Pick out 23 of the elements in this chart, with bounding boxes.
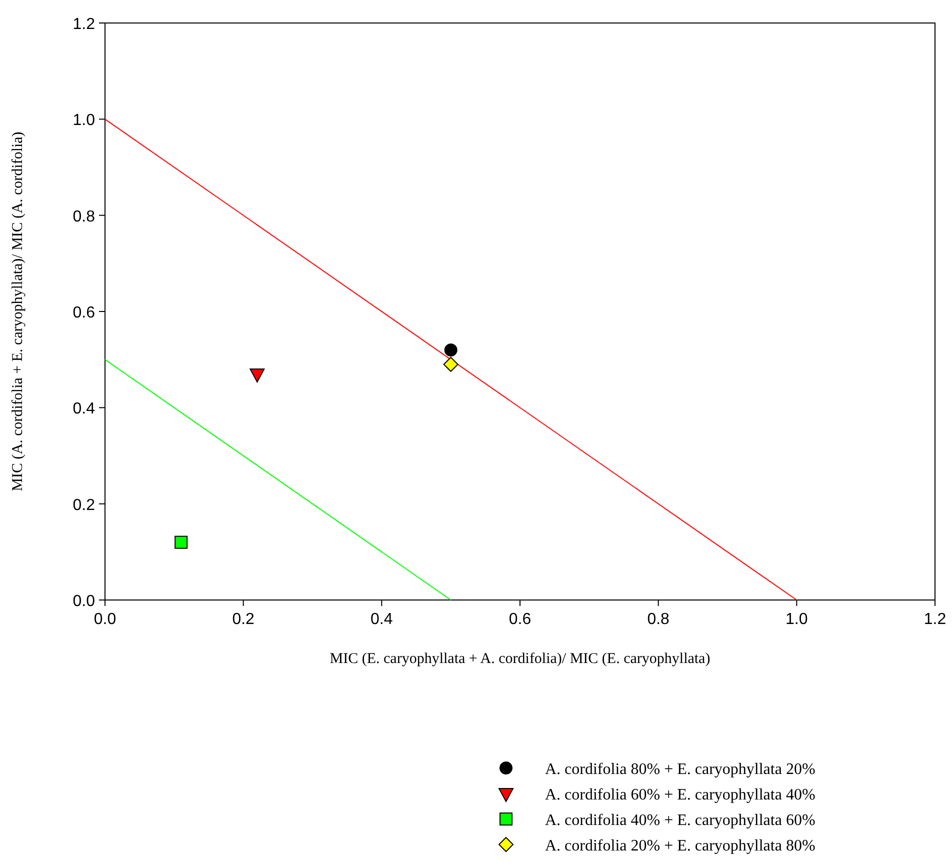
y-tick-label: 0.4 <box>72 400 96 418</box>
y-tick-label: 1.2 <box>72 16 96 33</box>
x-tick-label: 0.0 <box>94 611 116 628</box>
x-tick-label: 0.4 <box>370 611 393 628</box>
legend-label: A. cordifolia 60% + E. caryophyllata 40% <box>545 786 816 804</box>
point <box>443 356 458 372</box>
x-tick-label: 0.8 <box>647 611 670 628</box>
y-tick-label: 0.0 <box>72 593 96 610</box>
x-axis-title: MIC (E. caryophyllata + A. cordifolia)/ MIC (E. caryophyllata) <box>330 651 710 667</box>
y-tick-label: 0.6 <box>72 304 96 322</box>
x-tick-label: 1.0 <box>786 611 808 628</box>
x-tick-label: 1.2 <box>924 611 946 628</box>
y-tick-label: 0.8 <box>72 208 96 226</box>
y-tick-label: 1.0 <box>72 112 96 130</box>
x-tick-label: 0.6 <box>508 611 532 628</box>
point <box>174 536 188 549</box>
point <box>444 343 458 356</box>
y-axis-title: MIC (A. cordifolia + E. caryophyllata)/ MIC (A. cordifolia) <box>10 132 26 492</box>
x-tick-label: 0.2 <box>232 611 255 628</box>
y-tick-label: 0.2 <box>72 496 96 514</box>
legend-label: A. cordifolia 20% + E. caryophyllata 80% <box>545 838 816 854</box>
legend-label: A. cordifolia 40% + E. caryophyllata 60% <box>545 812 816 829</box>
legend-label: A. cordifolia 80% + E. caryophyllata 20% <box>545 761 816 778</box>
